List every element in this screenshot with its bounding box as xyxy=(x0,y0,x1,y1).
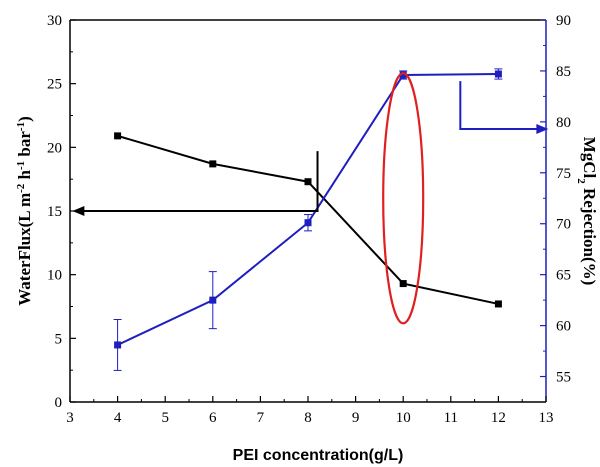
annotations xyxy=(72,72,549,325)
left-arrow-head xyxy=(72,206,85,216)
left-arrow-line xyxy=(82,151,319,212)
x-tick-label: 10 xyxy=(396,410,411,426)
y-right-tick-label: 60 xyxy=(556,319,571,335)
series-line xyxy=(117,72,499,346)
y-right-tick-label: 70 xyxy=(556,217,571,233)
y-right-tick-label: 85 xyxy=(556,64,571,80)
y-left-label-part: -1 xyxy=(15,161,27,170)
x-axis-label: PEI concentration(g/L) xyxy=(233,447,404,464)
data-point xyxy=(209,160,217,168)
axis-labels: PEI concentration(g/L) WaterFlux(L m-2 h… xyxy=(15,116,599,464)
data-point xyxy=(494,300,502,308)
x-tick-label: 11 xyxy=(444,410,458,426)
y-left-tick-label: 20 xyxy=(47,140,62,156)
y-left-tick-label: 5 xyxy=(55,331,63,347)
data-point xyxy=(399,280,407,288)
y-right-label-part: 2 xyxy=(575,178,587,184)
right-arrow-head xyxy=(536,123,549,134)
y-left-label-part: -1 xyxy=(15,122,27,131)
y-right-tick-label: 65 xyxy=(556,268,571,284)
y-left-label-part: -2 xyxy=(15,183,27,193)
y-left-tick-label: 15 xyxy=(47,204,62,220)
y-left-label-part: h xyxy=(15,169,34,183)
y-left-tick-label: 0 xyxy=(55,395,63,411)
x-tick-label: 12 xyxy=(491,410,506,426)
y-left-tick-label: 10 xyxy=(47,268,62,284)
y-left-tick-label: 30 xyxy=(47,13,62,29)
y-left-label-part: ) xyxy=(15,116,34,122)
y-right-tick-label: 80 xyxy=(556,115,571,131)
data-point xyxy=(494,70,502,78)
x-tick-label: 9 xyxy=(352,410,360,426)
x-tick-label: 5 xyxy=(161,410,169,426)
x-tick-label: 6 xyxy=(209,410,217,426)
axes: 3 4 5 6 7 8 9 10 11 12 13 0 5 10 15 20 25 30 55 60 65 70 75 80 8… xyxy=(47,13,571,426)
x-tick-label: 13 xyxy=(539,410,554,426)
x-tick-label: 3 xyxy=(66,410,74,426)
y-right-tick-label: 75 xyxy=(556,166,571,182)
data-point xyxy=(114,132,122,140)
right-arrow-line xyxy=(459,81,539,130)
x-tick-label: 7 xyxy=(257,410,265,426)
data-point xyxy=(304,178,312,186)
x-tick-label: 8 xyxy=(304,410,312,426)
y-axis-left-label: WaterFlux(L m-2 h-1 bar-1) xyxy=(15,116,34,306)
y-right-label-part: Rejection(%) xyxy=(580,184,599,286)
data-point xyxy=(209,296,217,304)
series-2 xyxy=(113,68,503,371)
y-right-label-part: MgCl xyxy=(580,137,599,179)
series-1 xyxy=(114,132,502,308)
y-right-tick-label: 90 xyxy=(556,13,571,29)
data-point xyxy=(114,341,122,349)
y-left-label-part: WaterFlux(L m xyxy=(15,193,34,306)
y-left-label-part: bar xyxy=(15,131,34,161)
y-axis-right-label: MgCl2 Rejection(%) xyxy=(575,137,599,286)
y-right-tick-label: 55 xyxy=(556,370,571,386)
series xyxy=(113,68,503,371)
x-tick-label: 4 xyxy=(114,410,122,426)
data-point xyxy=(399,71,407,79)
y-left-tick-label: 25 xyxy=(47,77,62,93)
data-point xyxy=(304,219,312,227)
highlight-ellipse xyxy=(382,72,425,325)
